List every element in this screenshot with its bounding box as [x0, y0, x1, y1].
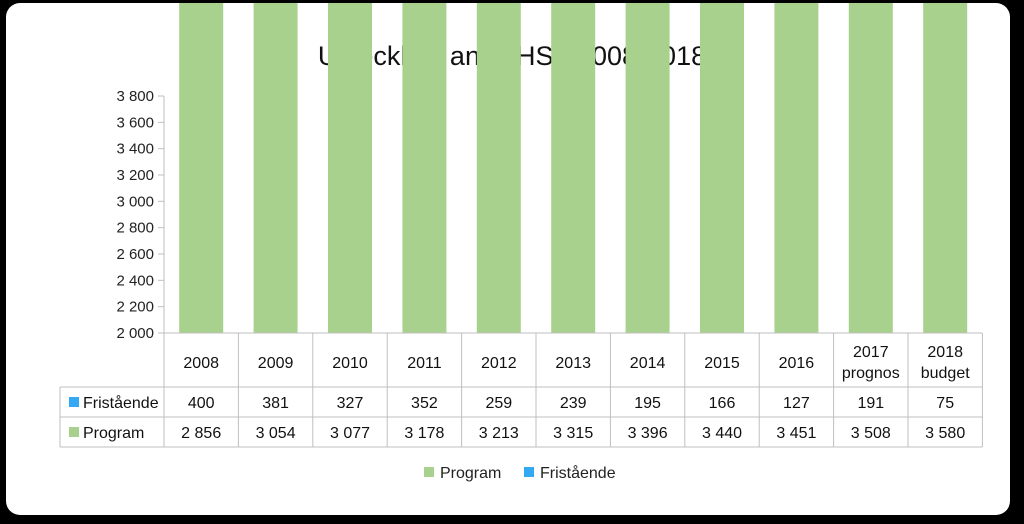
data-label-program: 3 213	[479, 425, 519, 442]
data-label-fristaende: 352	[411, 395, 438, 412]
y-tick-label: 3 000	[116, 193, 154, 210]
bar-program	[923, 3, 968, 333]
bar-program	[625, 3, 670, 334]
table-legend-key-program	[69, 427, 79, 437]
data-label-fristaende: 166	[709, 395, 736, 412]
category-label: 2012	[481, 355, 517, 372]
y-tick-label: 3 600	[116, 114, 154, 131]
bar-program	[476, 3, 521, 333]
y-tick-label: 2 800	[116, 220, 154, 237]
bar-program	[328, 3, 372, 333]
data-label-fristaende: 239	[560, 395, 587, 412]
data-label-program: 3 178	[404, 425, 444, 442]
table-row-label: Program	[83, 425, 144, 442]
category-label: 2018	[927, 344, 963, 361]
category-label: prognos	[842, 365, 900, 382]
bar-program	[402, 3, 447, 334]
y-tick-label: 3 200	[116, 167, 154, 184]
category-label: 2015	[704, 355, 740, 372]
data-label-fristaende: 381	[262, 395, 289, 412]
y-tick-label: 2 000	[116, 325, 154, 342]
category-label: 2013	[555, 355, 591, 372]
bar-program	[774, 3, 819, 333]
category-label: 2011	[407, 355, 442, 372]
data-label-program: 3 396	[628, 425, 668, 442]
data-label-program: 3 054	[256, 425, 296, 442]
y-tick-label: 3 400	[116, 141, 154, 158]
legend-label: Fristående	[540, 464, 616, 482]
category-label: 2016	[779, 355, 815, 372]
bar-program	[551, 3, 596, 334]
category-label: 2008	[183, 355, 219, 372]
y-tick-label: 3 800	[116, 88, 154, 105]
category-label: budget	[921, 365, 970, 382]
bar-program	[179, 3, 224, 334]
y-tick-label: 2 600	[116, 246, 154, 263]
table-legend-key-fristaende	[69, 397, 79, 407]
legend-label: Program	[440, 465, 501, 482]
data-label-fristaende: 400	[188, 395, 215, 412]
category-label: 2014	[630, 355, 666, 372]
table-row-label: Fristående	[83, 394, 159, 412]
category-label: 2017	[853, 344, 889, 361]
data-label-fristaende: 127	[783, 395, 810, 412]
bar-program	[253, 3, 298, 333]
legend-swatch-program	[424, 467, 434, 477]
data-label-fristaende: 259	[485, 395, 512, 412]
data-label-program: 3 451	[776, 425, 816, 442]
data-label-program: 3 315	[553, 425, 593, 442]
data-label-fristaende: 327	[337, 395, 364, 412]
data-label-fristaende: 191	[857, 395, 884, 412]
category-label: 2010	[332, 355, 368, 372]
data-label-program: 3 508	[851, 425, 891, 442]
data-label-program: 3 580	[925, 425, 965, 442]
data-label-program: 3 440	[702, 425, 742, 442]
category-label: 2009	[258, 355, 294, 372]
legend-swatch-fristaende	[524, 467, 534, 477]
bar-program	[848, 3, 893, 333]
bar-program	[700, 3, 744, 334]
data-label-program: 2 856	[181, 425, 221, 442]
data-label-fristaende: 75	[936, 395, 954, 412]
y-tick-label: 2 400	[116, 272, 154, 289]
y-tick-label: 2 200	[116, 299, 154, 316]
data-label-program: 3 077	[330, 425, 370, 442]
data-label-fristaende: 195	[634, 395, 661, 412]
